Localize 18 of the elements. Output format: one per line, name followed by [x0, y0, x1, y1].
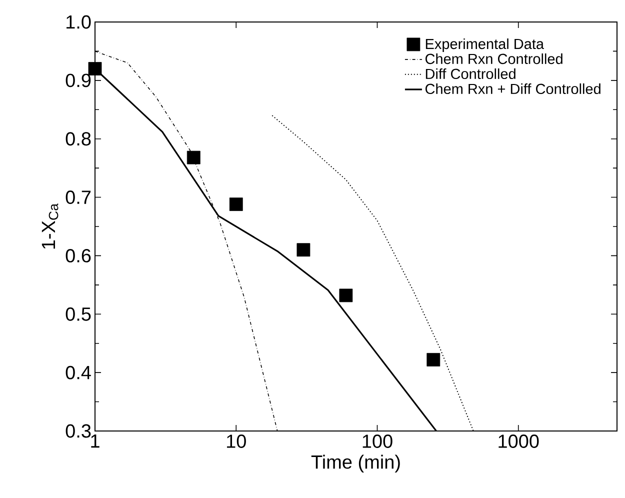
legend-label: Chem Rxn + Diff Controlled [425, 83, 600, 94]
y-tick-label: 0.6 [66, 248, 91, 262]
y-tick-label: 0.7 [66, 190, 91, 204]
x-tick-label: 100 [362, 434, 392, 448]
y-tick-label: 1.0 [66, 15, 91, 29]
y-tick-label: 0.5 [66, 307, 91, 321]
legend-label: Experimental Data [426, 38, 544, 52]
y-tick-label: 0.4 [66, 366, 91, 380]
x-axis-title: Time (min) [311, 454, 400, 472]
y-tick-label: 0.9 [66, 74, 91, 88]
y-tick-label: 0.3 [66, 424, 91, 438]
legend-label: Diff Controlled [426, 68, 516, 80]
x-tick-label: 1000 [498, 434, 539, 448]
x-tick-label: 10 [227, 434, 246, 448]
x-tick-label: 1 [91, 434, 100, 448]
y-axis-title: 1-X$_{Ca}$ [42, 203, 58, 249]
y-tick-label: 0.8 [66, 132, 91, 146]
legend-label: Chem Rxn Controlled [425, 53, 562, 64]
